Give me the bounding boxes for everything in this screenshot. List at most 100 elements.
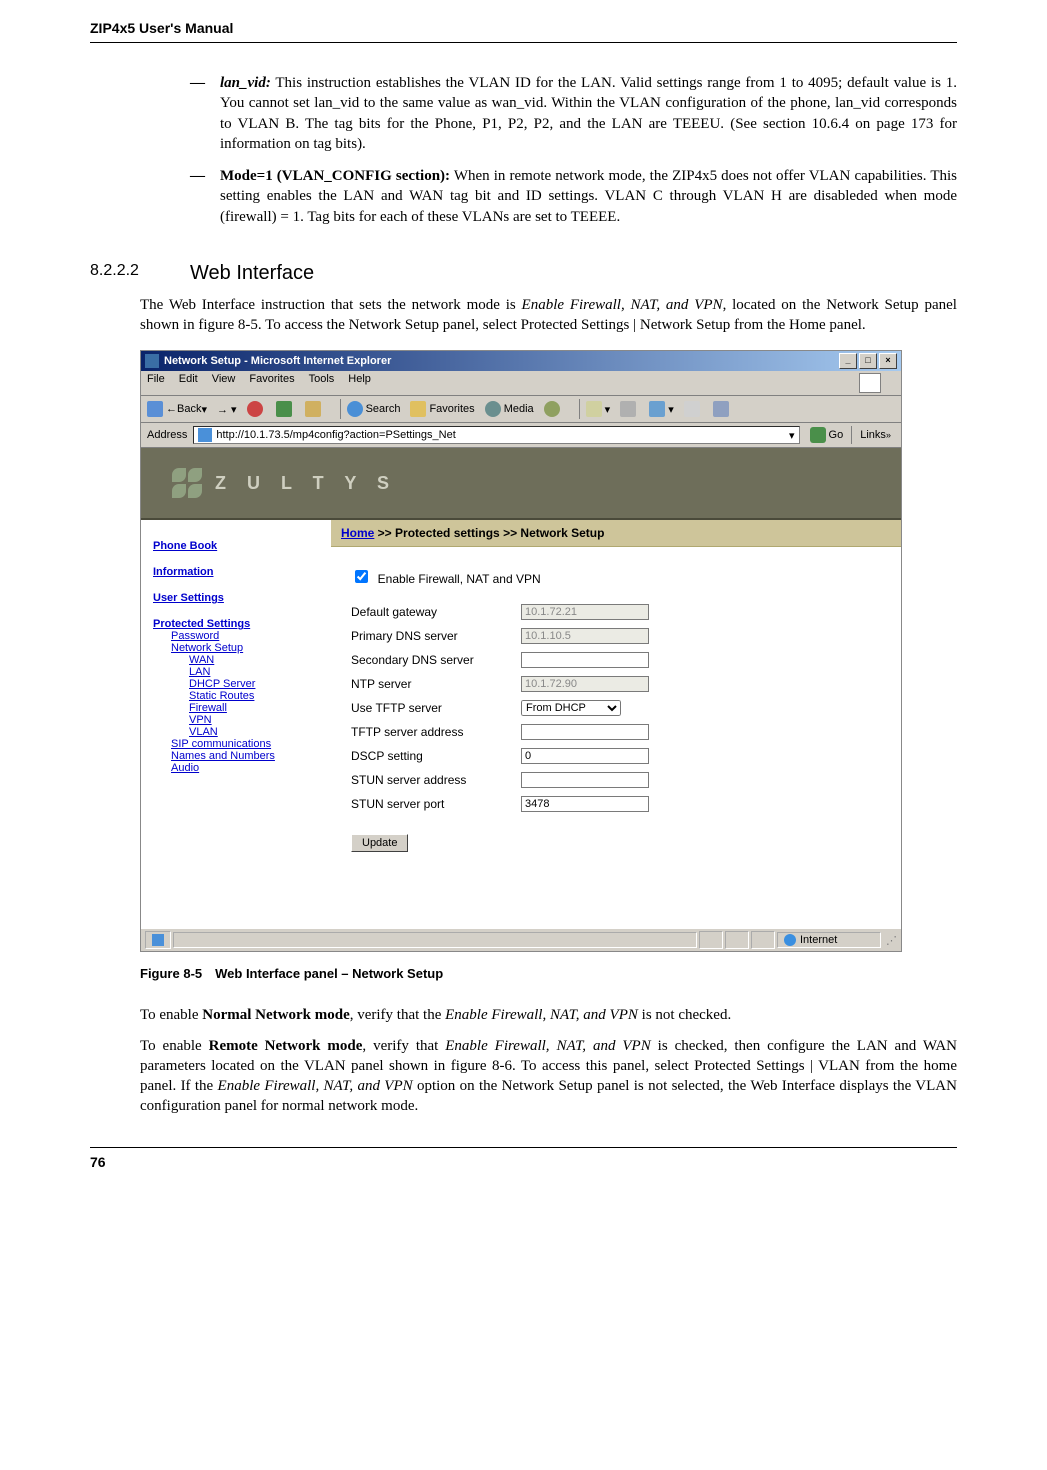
menu-edit[interactable]: Edit <box>179 373 198 393</box>
addressbar: Address http://10.1.73.5/mp4config?actio… <box>141 423 901 448</box>
bullet-dash: — <box>190 73 220 154</box>
zultys-banner: Z U L T Y S <box>141 448 901 520</box>
post-para-1: To enable Normal Network mode, verify th… <box>140 1005 957 1025</box>
input-stun-port[interactable] <box>521 796 649 812</box>
zultys-logo-icon <box>171 467 203 499</box>
breadcrumb-home[interactable]: Home <box>341 526 374 540</box>
search-button[interactable]: Search <box>347 401 401 417</box>
label-tftp-addr: TFTP server address <box>351 725 521 739</box>
sidebar-item-lan[interactable]: LAN <box>189 666 323 678</box>
history-button[interactable] <box>544 401 563 417</box>
edit-button[interactable]: ▾ <box>649 401 674 417</box>
breadcrumb: Home >> Protected settings >> Network Se… <box>331 520 901 547</box>
row-ntp: NTP server <box>351 676 881 692</box>
mail-button[interactable]: ▾ <box>586 401 611 417</box>
menu-help[interactable]: Help <box>348 373 371 393</box>
sidebar-item-names[interactable]: Names and Numbers <box>171 750 323 762</box>
label-ntp: NTP server <box>351 677 521 691</box>
menu-file[interactable]: File <box>147 373 165 393</box>
para-text: To enable <box>140 1007 202 1023</box>
links-button[interactable]: Links » <box>856 429 895 441</box>
label-sdns: Secondary DNS server <box>351 653 521 667</box>
maximize-button[interactable]: □ <box>859 353 877 369</box>
label-dscp: DSCP setting <box>351 749 521 763</box>
row-dscp: DSCP setting <box>351 748 881 764</box>
forward-button[interactable]: → ▾ <box>217 403 237 416</box>
status-cell <box>751 931 775 949</box>
minimize-button[interactable]: _ <box>839 353 857 369</box>
para-text: To enable <box>140 1038 209 1054</box>
print-button[interactable] <box>620 401 639 417</box>
row-tftp-addr: TFTP server address <box>351 724 881 740</box>
refresh-button[interactable] <box>276 401 295 417</box>
enable-firewall-checkbox[interactable] <box>355 570 368 583</box>
label-tftp-use: Use TFTP server <box>351 701 521 715</box>
input-ntp[interactable] <box>521 676 649 692</box>
bullet-text: This instruction establishes the VLAN ID… <box>220 75 957 152</box>
media-button[interactable]: Media <box>485 401 534 417</box>
para-text-italic: Enable Firewall, NAT, and VPN <box>218 1078 413 1094</box>
para-text-italic: Enable Firewall, NAT, and VPN <box>522 297 723 313</box>
input-stun-addr[interactable] <box>521 772 649 788</box>
favorites-button[interactable]: Favorites <box>410 401 474 417</box>
para-text: The Web Interface instruction that sets … <box>140 297 522 313</box>
sidebar-item-phonebook[interactable]: Phone Book <box>153 540 323 552</box>
input-tftp-addr[interactable] <box>521 724 649 740</box>
messenger-button[interactable] <box>713 401 732 417</box>
close-button[interactable]: × <box>879 353 897 369</box>
sidebar-item-firewall[interactable]: Firewall <box>189 702 323 714</box>
sidebar-item-usersettings[interactable]: User Settings <box>153 592 323 604</box>
bullet-lead: lan_vid: <box>220 75 271 91</box>
stop-button[interactable] <box>247 401 266 417</box>
sidebar-item-networksetup[interactable]: Network Setup <box>171 642 323 654</box>
row-tftp-use: Use TFTP server From DHCP <box>351 700 881 716</box>
sidebar-item-sip[interactable]: SIP communications <box>171 738 323 750</box>
label-stun-port: STUN server port <box>351 797 521 811</box>
address-input[interactable]: http://10.1.73.5/mp4config?action=PSetti… <box>193 426 799 444</box>
figure-8-5: Network Setup - Microsoft Internet Explo… <box>140 350 957 981</box>
address-url: http://10.1.73.5/mp4config?action=PSetti… <box>216 429 455 441</box>
row-stun-port: STUN server port <box>351 796 881 812</box>
menu-favorites[interactable]: Favorites <box>249 373 294 393</box>
bullet-lan-vid: — lan_vid: This instruction establishes … <box>190 73 957 154</box>
ie-icon <box>145 354 159 368</box>
input-pdns[interactable] <box>521 628 649 644</box>
status-spacer <box>173 932 697 948</box>
sidebar-item-vpn[interactable]: VPN <box>189 714 323 726</box>
sidebar-item-protected[interactable]: Protected Settings <box>153 618 323 630</box>
status-zone: Internet <box>777 932 881 948</box>
row-gateway: Default gateway <box>351 604 881 620</box>
para-text: , verify that the <box>350 1007 445 1023</box>
figure-caption: Figure 8-5 Web Interface panel – Network… <box>140 966 957 981</box>
post-para-2: To enable Remote Network mode, verify th… <box>140 1036 957 1117</box>
sidebar-item-password[interactable]: Password <box>171 630 323 642</box>
sidebar-item-vlan[interactable]: VLAN <box>189 726 323 738</box>
sidebar-item-audio[interactable]: Audio <box>171 762 323 774</box>
sidebar-item-static[interactable]: Static Routes <box>189 690 323 702</box>
bullet-lead: Mode=1 (VLAN_CONFIG section): <box>220 168 450 184</box>
input-gateway[interactable] <box>521 604 649 620</box>
update-button[interactable]: Update <box>351 834 408 852</box>
para-text: , verify that <box>362 1038 445 1054</box>
input-sdns[interactable] <box>521 652 649 668</box>
back-button[interactable]: ← Back ▾ <box>147 401 207 417</box>
section-title: Web Interface <box>190 262 314 285</box>
select-tftp-use[interactable]: From DHCP <box>521 700 621 716</box>
bullet-dash: — <box>190 166 220 227</box>
address-label: Address <box>147 429 187 441</box>
section-number: 8.2.2.2 <box>90 262 190 285</box>
sidebar-item-information[interactable]: Information <box>153 566 323 578</box>
discuss-button[interactable] <box>684 401 703 417</box>
menu-view[interactable]: View <box>212 373 236 393</box>
home-button[interactable] <box>305 401 324 417</box>
status-cell <box>699 931 723 949</box>
sidebar-item-dhcp[interactable]: DHCP Server <box>189 678 323 690</box>
input-dscp[interactable] <box>521 748 649 764</box>
go-button[interactable]: Go <box>806 427 848 443</box>
address-dropdown-icon[interactable]: ▾ <box>789 429 795 442</box>
enable-firewall-row: Enable Firewall, NAT and VPN <box>351 567 881 586</box>
sidebar-item-wan[interactable]: WAN <box>189 654 323 666</box>
status-cell <box>725 931 749 949</box>
row-sdns: Secondary DNS server <box>351 652 881 668</box>
menu-tools[interactable]: Tools <box>309 373 335 393</box>
